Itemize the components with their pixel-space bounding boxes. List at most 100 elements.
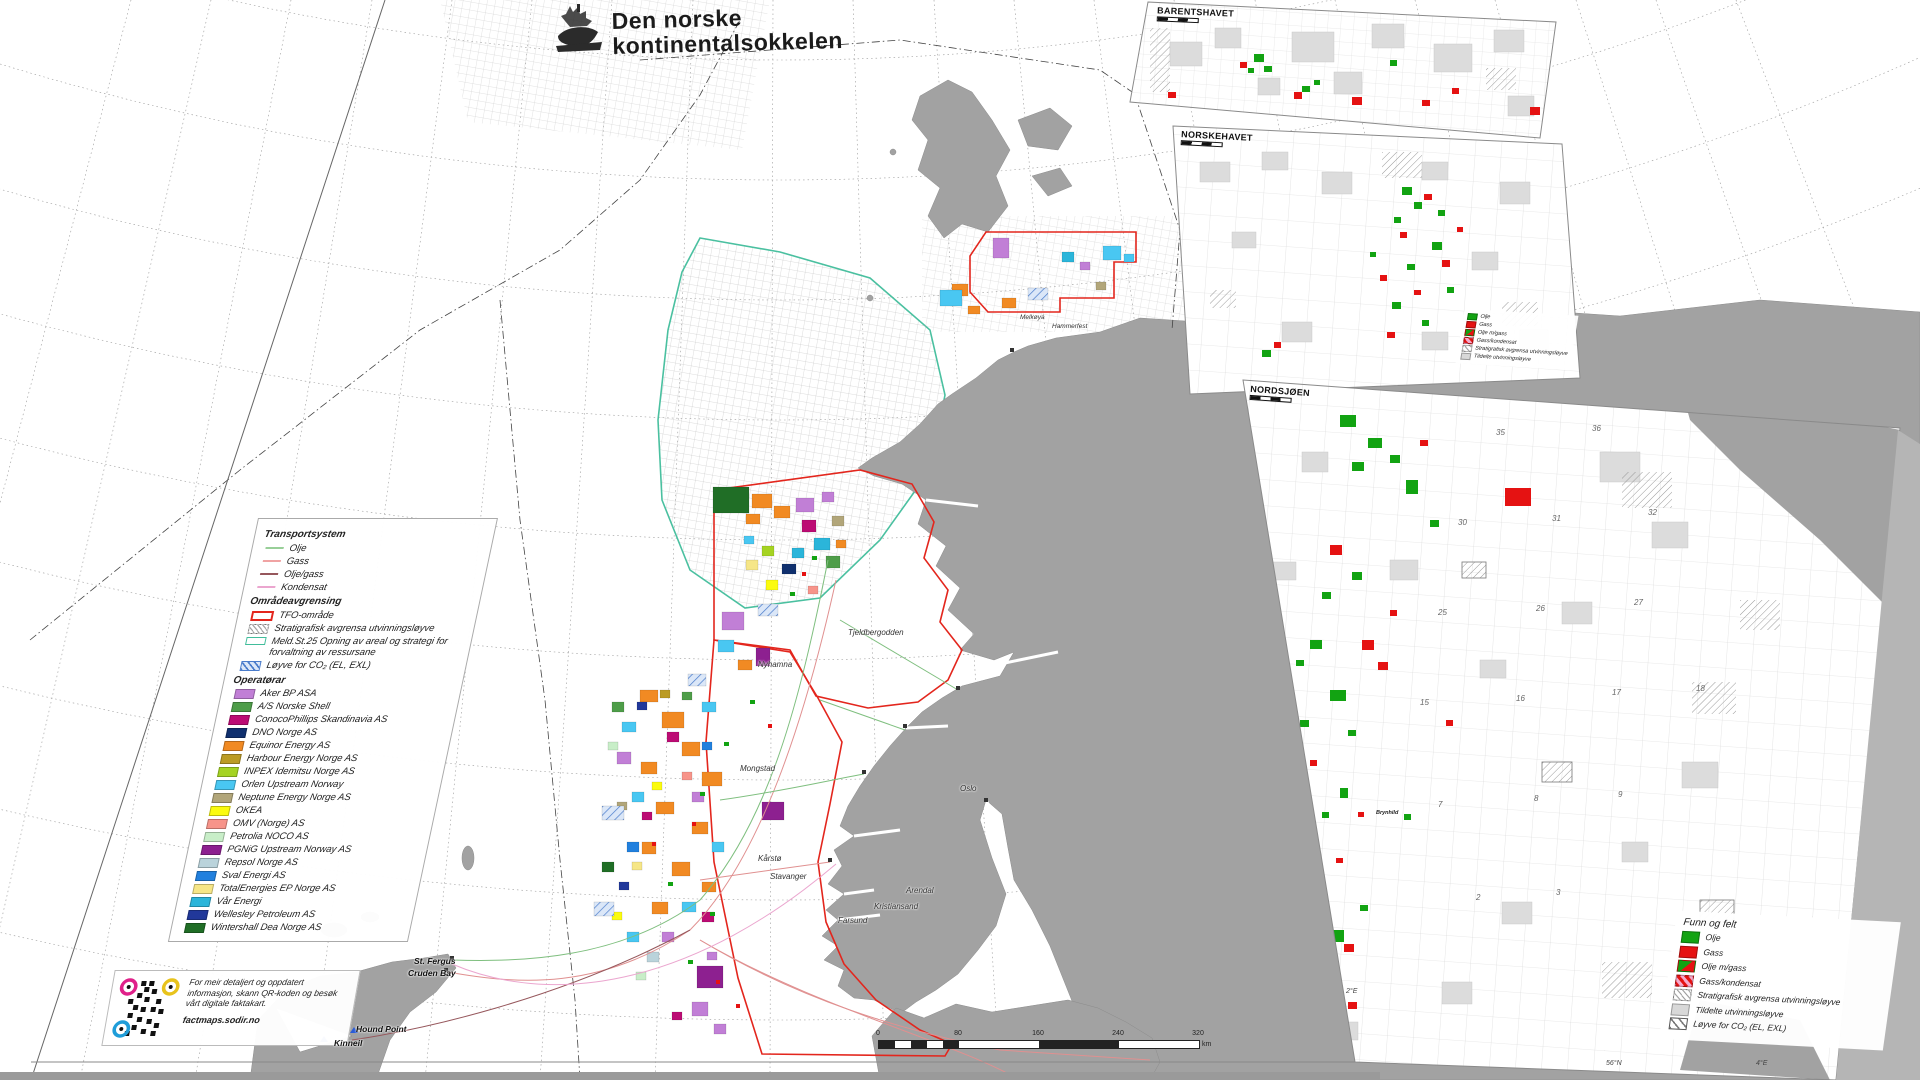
graticule-label: 4°E bbox=[1756, 1060, 1768, 1067]
place-label: Kårstø bbox=[758, 854, 782, 863]
gas-swatch bbox=[1465, 320, 1477, 329]
tfo-outlines bbox=[705, 231, 1137, 1057]
quadrant-number: 8 bbox=[1534, 794, 1539, 803]
place-label: Arendal bbox=[906, 886, 934, 895]
qr-eye-yellow bbox=[161, 978, 180, 996]
tfo-nordsjoen bbox=[705, 639, 954, 1057]
co2-licence-swatch bbox=[239, 661, 262, 671]
funn-og-felt-legend: Funn og felt Olje Gass Olje m/gass Gass/… bbox=[1659, 910, 1901, 1050]
quadrant-number: 2 bbox=[1476, 893, 1481, 902]
quadrant-number: 16 bbox=[1516, 694, 1525, 703]
fields-mainmap bbox=[652, 556, 817, 1008]
oil-swatch bbox=[1466, 312, 1478, 321]
quadrant-number: 36 bbox=[1592, 424, 1601, 433]
quadrant-number: 31 bbox=[1552, 514, 1561, 523]
inset-barentshavet bbox=[1129, 1, 1557, 139]
operator-legend-item: Harbour Energy Norge AS bbox=[216, 753, 438, 765]
gas-line-swatch bbox=[262, 559, 282, 562]
place-label: St. Fergus bbox=[414, 956, 456, 966]
field-label: Brynhild bbox=[1376, 810, 1399, 816]
area-legend-item: Meld.St.25 Opning av areal og strategi f… bbox=[238, 636, 463, 659]
factmaps-url: factmaps.sodir.no bbox=[182, 1014, 261, 1025]
operator-legend-item: Repsol Norge AS bbox=[193, 857, 415, 869]
qr-info-box: For meir detaljert og oppdatert informas… bbox=[101, 970, 361, 1046]
inset-nordsjoen bbox=[1242, 379, 1901, 1080]
quadrant-number: 32 bbox=[1648, 508, 1657, 517]
transport-legend-title: Transportsystem bbox=[263, 529, 347, 540]
oil-gas-swatch bbox=[1676, 959, 1697, 973]
operator-color-swatch bbox=[205, 819, 229, 829]
quadrant-number: 18 bbox=[1696, 684, 1705, 693]
quadrant-number: 3 bbox=[1556, 888, 1561, 897]
area-legend-item: TFO-område bbox=[246, 610, 468, 622]
operator-legend-item: Wellesley Petroleum AS bbox=[182, 909, 404, 921]
operator-color-swatch bbox=[186, 910, 209, 920]
inset-title-barentshavet: BARENTSHAVET bbox=[1156, 5, 1234, 24]
qr-eye-blue bbox=[112, 1020, 131, 1038]
oil-gas-swatch bbox=[1464, 328, 1476, 337]
area-legend-item: Stratigrafisk avgrensa utvinningsløyve bbox=[243, 623, 465, 635]
quadrant-number: 17 bbox=[1612, 688, 1621, 697]
operator-color-swatch bbox=[203, 832, 226, 842]
gas-swatch bbox=[1678, 945, 1699, 959]
stratigraphic-hatch-swatch bbox=[247, 623, 270, 634]
operator-legend-item: PGNiG Upstream Norway AS bbox=[196, 844, 418, 856]
co2-licence-swatch bbox=[1668, 1017, 1689, 1031]
quadrant-number: 15 bbox=[1420, 698, 1429, 707]
graticule-label: 2°E bbox=[1346, 988, 1358, 995]
sodir-logo bbox=[556, 4, 602, 52]
operator-color-swatch bbox=[189, 897, 212, 907]
operator-legend-item: DNO Norge AS bbox=[221, 727, 443, 739]
place-label: Hammerfest bbox=[1052, 323, 1088, 330]
awarded-licence-swatch bbox=[1460, 352, 1472, 361]
transport-legend-item: Gass bbox=[258, 556, 480, 568]
operator-color-swatch bbox=[233, 689, 256, 699]
place-label: Mongstad bbox=[740, 764, 776, 773]
svalbard bbox=[911, 79, 1011, 239]
gas-condensate-swatch bbox=[1674, 974, 1695, 987]
licence-blocks-nordsjoen bbox=[593, 673, 785, 1035]
quadrant-number: 9 bbox=[1618, 790, 1623, 799]
oil-swatch bbox=[1680, 930, 1701, 944]
operator-legend-item: INPEX Idemitsu Norge AS bbox=[213, 766, 435, 778]
operator-legend-item: TotalEnergies EP Norge AS bbox=[188, 883, 410, 895]
scale-bar-segments bbox=[878, 1040, 1200, 1049]
operator-color-swatch bbox=[208, 806, 231, 816]
graticule-label: 56°N bbox=[1606, 1060, 1622, 1067]
place-label: Kristiansand bbox=[874, 902, 919, 911]
place-label: Melkøya bbox=[1020, 314, 1045, 321]
licence-blocks-norskehavet bbox=[712, 486, 847, 671]
gas-condensate-swatch bbox=[1462, 336, 1474, 345]
quadrant-number: 25 bbox=[1438, 608, 1447, 617]
quadrant-number: 35 bbox=[1496, 428, 1505, 437]
quadrant-number: 27 bbox=[1634, 598, 1643, 607]
transport-legend-item: Olje bbox=[260, 543, 482, 555]
tfo-barents bbox=[969, 231, 1137, 313]
operator-legend-item: Aker BP ASA bbox=[229, 688, 451, 700]
place-label: Oslo bbox=[960, 784, 977, 793]
neatline-left bbox=[30, 0, 386, 1080]
operator-legend-item: Vår Energi bbox=[185, 896, 407, 908]
operators-legend-title: Operatørar bbox=[232, 674, 287, 686]
operator-legend-item: Equinor Energy AS bbox=[218, 740, 440, 752]
operator-color-swatch bbox=[214, 780, 237, 790]
stratigraphic-swatch bbox=[1672, 988, 1693, 1002]
quadrant-number: 26 bbox=[1536, 604, 1545, 613]
place-label: Farsund bbox=[838, 916, 868, 925]
operator-legend-item: ConocoPhillips Skandinavia AS bbox=[224, 714, 446, 726]
transport-legend-item: Olje/gass bbox=[255, 569, 477, 581]
operator-color-swatch bbox=[216, 767, 240, 777]
qr-eye-pink bbox=[119, 978, 138, 996]
place-label: Tjeldbergodden bbox=[848, 628, 904, 637]
quadrant-number: 7 bbox=[1438, 800, 1443, 809]
operator-legend-item: Petrolia NOCO AS bbox=[199, 831, 421, 843]
transport-legend-item: Kondensat bbox=[252, 582, 474, 594]
quadrant-number: 30 bbox=[1458, 518, 1467, 527]
terminal-markers bbox=[444, 348, 1014, 972]
area-legend-title: Områdeavgrensing bbox=[249, 596, 343, 607]
place-label: Hound Point bbox=[356, 1024, 407, 1034]
qr-code bbox=[109, 977, 183, 1039]
place-label: Nyhamna bbox=[758, 660, 793, 669]
stratigraphic-swatch bbox=[1461, 344, 1473, 353]
